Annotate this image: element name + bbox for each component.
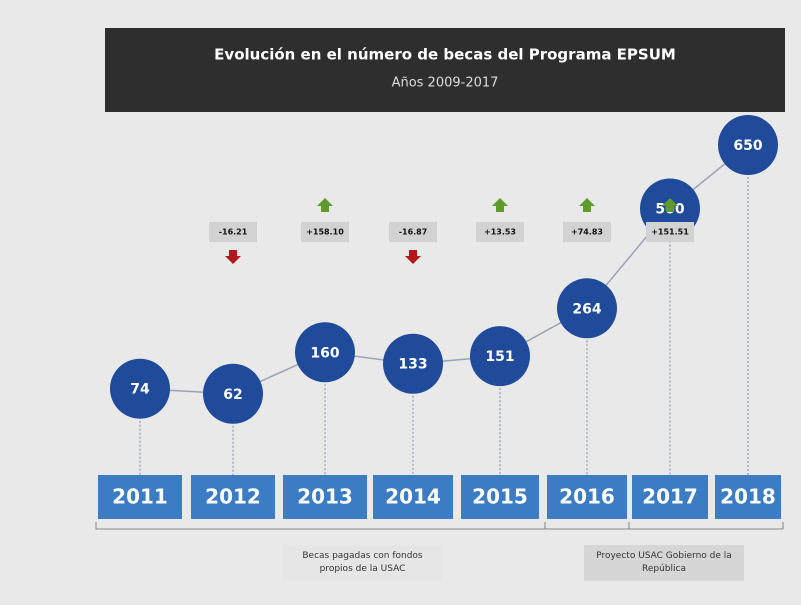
value-label: 133	[398, 357, 427, 373]
chart-title: Evolución en el número de becas del Prog…	[214, 46, 676, 64]
value-label: 264	[572, 301, 601, 317]
change-label: +151.51	[651, 228, 689, 237]
change-label: +158.10	[306, 228, 344, 237]
year-label: 2016	[559, 485, 615, 509]
title-bar	[105, 28, 785, 112]
group-note: Proyecto USAC Gobierno de la República	[584, 545, 744, 581]
change-label: +13.53	[484, 228, 516, 237]
group-label: Proyecto USAC Gobierno de la República	[584, 545, 744, 581]
change-label: -16.87	[399, 228, 428, 237]
chart-subtitle: Años 2009-2017	[392, 76, 499, 91]
year-label: 2011	[112, 485, 168, 509]
year-label: 2012	[205, 485, 261, 509]
value-label: 151	[485, 349, 514, 365]
group-note: Becas pagadas con fondos propios de la U…	[283, 545, 443, 581]
group-label: Becas pagadas con fondos propios de la U…	[283, 545, 443, 581]
value-label: 160	[310, 345, 339, 361]
change-label: -16.21	[219, 228, 248, 237]
year-label: 2017	[642, 485, 698, 509]
value-label: 74	[130, 382, 150, 398]
year-label: 2013	[297, 485, 353, 509]
value-label: 62	[223, 387, 242, 403]
year-label: 2015	[472, 485, 528, 509]
chart: Evolución en el número de becas del Prog…	[0, 0, 801, 605]
change-label: +74.83	[571, 228, 603, 237]
year-label: 2014	[385, 485, 441, 509]
value-label: 650	[733, 138, 762, 154]
year-label: 2018	[720, 485, 776, 509]
